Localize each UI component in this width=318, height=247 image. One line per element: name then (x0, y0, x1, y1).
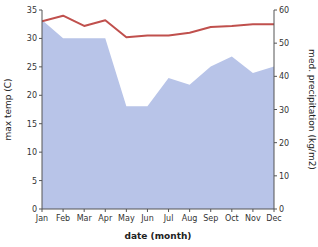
y-tick-label: 5 (32, 177, 37, 186)
y2-tick (274, 109, 277, 110)
precip-area (42, 20, 274, 209)
y2-axis-label: med. precipitation (kg/m2) (307, 49, 317, 170)
y2-tick (274, 10, 277, 11)
x-tick (252, 209, 253, 212)
y2-tick-label: 60 (279, 6, 289, 15)
x-axis-line (42, 209, 274, 210)
x-tick (126, 209, 127, 212)
y2-tick-label: 10 (279, 172, 289, 181)
y-tick-label: 15 (27, 120, 37, 129)
x-tick (105, 209, 106, 212)
y-tick-label: 20 (27, 91, 37, 100)
x-tick (274, 209, 275, 212)
x-axis-label: date (month) (125, 231, 192, 241)
x-tick-label: May (118, 214, 135, 223)
y-tick-label: 0 (32, 205, 37, 214)
y2-tick-label: 40 (279, 72, 289, 81)
y2-tick (274, 76, 277, 77)
y-tick (39, 38, 42, 39)
y-tick-label: 35 (27, 6, 37, 15)
x-tick-label: Feb (56, 214, 70, 223)
x-tick (42, 209, 43, 212)
y-tick (39, 66, 42, 67)
y-tick (39, 10, 42, 11)
y-tick-label: 30 (27, 34, 37, 43)
y2-tick-label: 20 (279, 139, 289, 148)
chart: 0 5 10 15 20 25 30 35 0 10 20 30 40 50 60 Jan Feb Mar Apr M… (0, 0, 318, 247)
y2-tick-label: 30 (279, 106, 289, 115)
x-tick-label: Aug (182, 214, 198, 223)
plot-area (42, 16, 274, 209)
x-tick (168, 209, 169, 212)
x-tick (63, 209, 64, 212)
x-tick-label: Sep (203, 214, 218, 223)
y-axis-line (42, 10, 43, 209)
x-tick (84, 209, 85, 212)
y-tick (39, 152, 42, 153)
y-tick (39, 123, 42, 124)
y-tick-label: 25 (27, 63, 37, 72)
x-tick-label: Nov (245, 214, 261, 223)
x-tick (147, 209, 148, 212)
y-tick (39, 180, 42, 181)
x-tick-label: Oct (225, 214, 239, 223)
x-tick-label: Mar (77, 214, 93, 223)
x-tick-label: Jun (140, 214, 154, 223)
y2-tick (274, 43, 277, 44)
x-tick-label: Jan (35, 214, 48, 223)
y2-tick-label: 0 (279, 205, 284, 214)
y-tick-label: 10 (27, 148, 37, 157)
y2-tick (274, 142, 277, 143)
temp-line (42, 16, 274, 38)
x-tick (210, 209, 211, 212)
x-tick-label: Dec (266, 214, 281, 223)
x-tick-label: Apr (98, 214, 113, 223)
y-tick (39, 95, 42, 96)
x-tick-label: Jul (163, 214, 174, 223)
x-tick (189, 209, 190, 212)
x-tick (231, 209, 232, 212)
y-axis-label: max temp (C) (3, 78, 13, 140)
y2-tick (274, 175, 277, 176)
y2-tick-label: 50 (279, 39, 289, 48)
